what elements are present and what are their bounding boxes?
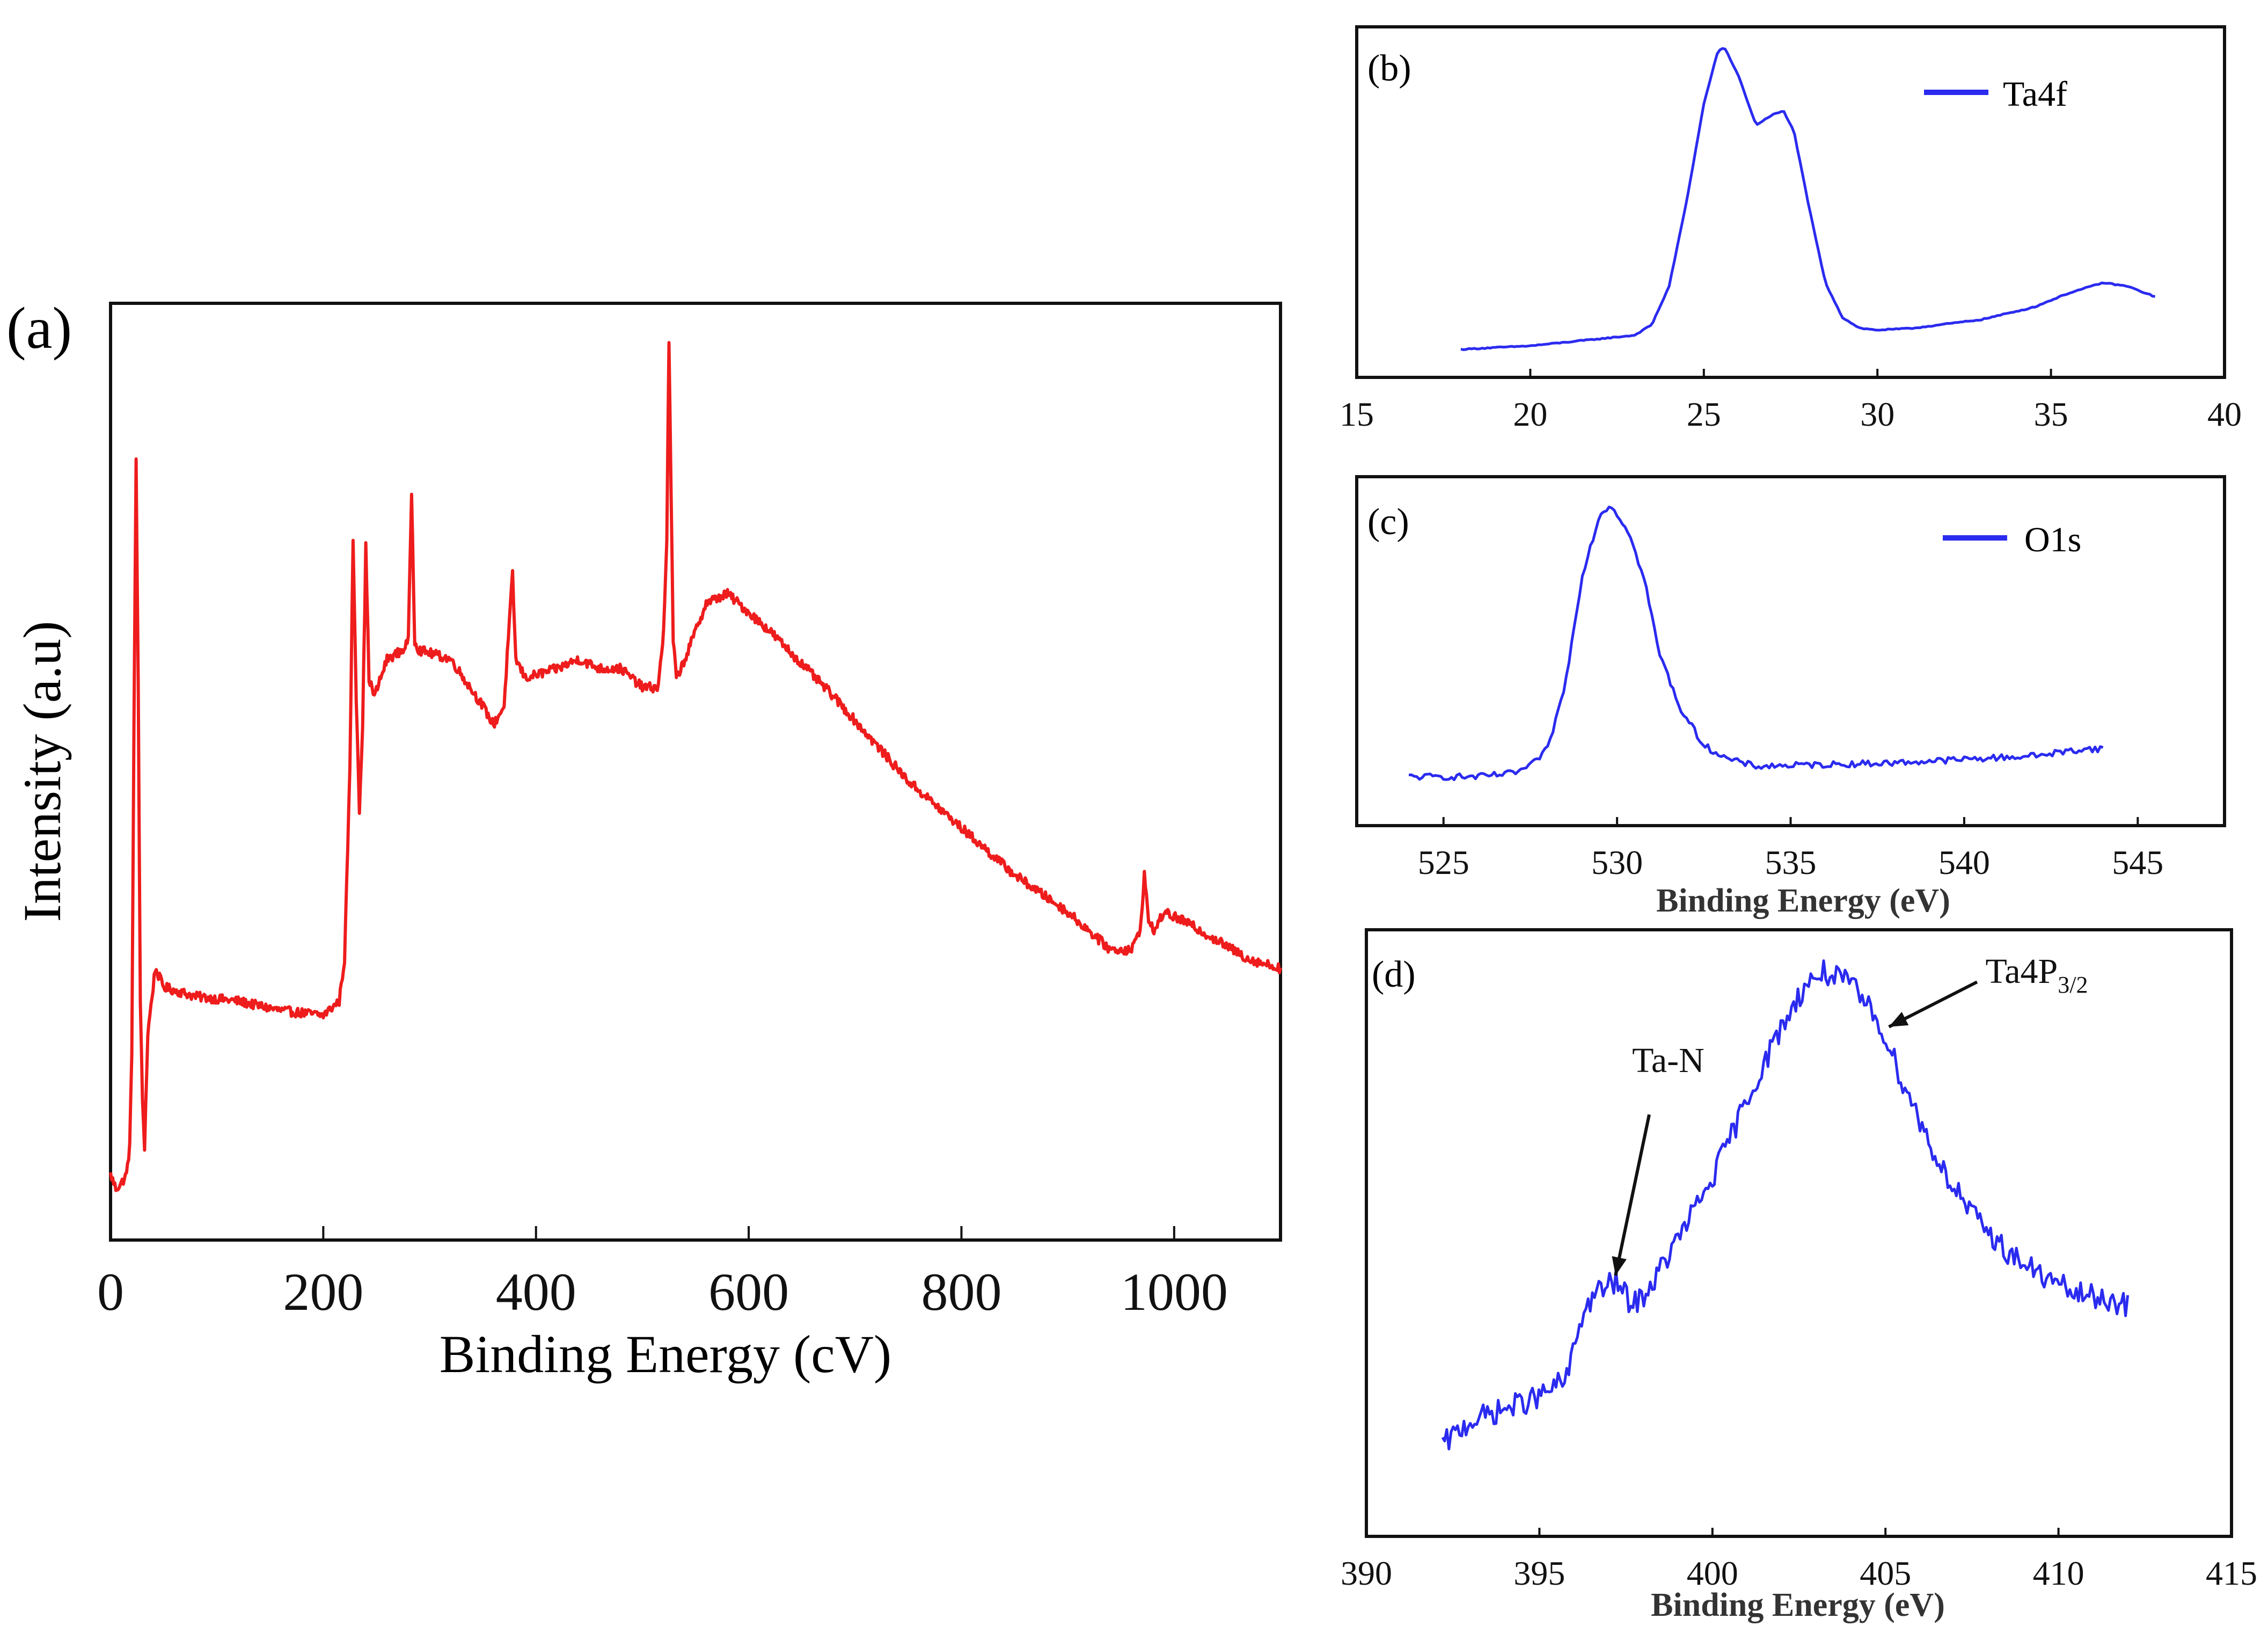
panel-a-x-tick-label: 800: [921, 1262, 1001, 1322]
annotation-arrow-line: [1614, 1114, 1651, 1276]
panel-d-x-tick-label: 395: [1513, 1554, 1565, 1592]
panel-d-ta4p: (d) 390 395 400 405 410 415 Ta-N Ta4P3/2 Bindi…: [1341, 928, 2257, 1623]
panel-b-series-line: [1460, 47, 2155, 351]
panel-d-x-tick-label: 410: [2033, 1554, 2084, 1592]
panel-c-x-ticks: 525 530 535 540 545: [1418, 817, 2163, 881]
panel-a-label: (a): [6, 295, 72, 361]
panel-b-x-tick-label: 40: [2207, 395, 2242, 433]
panel-a-x-tick-label: 400: [496, 1262, 576, 1322]
panel-c-x-tick-label: 530: [1591, 843, 1643, 881]
panel-b-x-tick-label: 20: [1513, 395, 1547, 433]
panel-a-frame: [109, 302, 1282, 1242]
panel-b-x-ticks: 15 20 25 30 35 40: [1340, 369, 2242, 433]
panel-d-x-tick-label: 400: [1687, 1554, 1738, 1592]
panel-b-label: (b): [1367, 48, 1411, 89]
annotation-arrowhead: [1889, 1011, 1909, 1027]
panel-d-frame: [1365, 928, 2233, 1538]
panel-c-series-line: [1408, 505, 2104, 782]
panel-a-x-tick-label: 200: [283, 1262, 363, 1322]
panel-b-ta4f: (b) Ta4f 15 20 25 30 35 40: [1340, 25, 2242, 433]
panel-b-plot-area: [1460, 47, 2155, 351]
panel-a-y-axis-label: Intensity (a.u): [12, 621, 72, 922]
panel-d-x-tick-label: 415: [2206, 1554, 2257, 1592]
panel-d-x-ticks: 390 395 400 405 410 415: [1341, 1528, 2257, 1592]
panel-c-legend-label: O1s: [2024, 520, 2081, 559]
panel-a-x-axis-label: Binding Energy (cV): [440, 1324, 891, 1384]
panel-a-survey: (a) 0 200 400 600 800 1000 Binding Energy (cV…: [6, 295, 1282, 1384]
panel-b-x-tick-label: 15: [1340, 395, 1374, 433]
panel-d-x-tick-label: 405: [1860, 1554, 1911, 1592]
annotation-label: Ta4P3/2: [1986, 952, 2088, 998]
panel-c-x-tick-label: 535: [1765, 843, 1817, 881]
panel-a-x-tick-label: 0: [97, 1262, 124, 1322]
panel-d-annotations: Ta-N Ta4P3/2: [1612, 952, 2088, 1276]
annotation-label: Ta-N: [1632, 1041, 1704, 1080]
panel-b-x-tick-label: 30: [1860, 395, 1894, 433]
panel-b-legend-label: Ta4f: [2003, 75, 2067, 114]
panel-d-plot-area: [1441, 959, 2130, 1450]
panel-d-x-tick-label: 390: [1341, 1554, 1392, 1592]
panel-c-x-axis-label: Binding Energy (eV): [1656, 883, 1950, 919]
panel-b-frame: [1355, 25, 2226, 379]
panel-a-series-line: [109, 341, 1282, 1192]
panel-a-plot-area: [109, 341, 1282, 1192]
panel-c-x-tick-label: 525: [1418, 843, 1469, 881]
panel-c-x-tick-label: 545: [2112, 843, 2163, 881]
panel-c-o1s: (c) O1s 525 530 535 540 545 Binding Energy (…: [1355, 475, 2226, 919]
panel-b-x-tick-label: 25: [1687, 395, 1721, 433]
panel-d-label: (d): [1372, 954, 1416, 995]
panel-b-x-tick-label: 35: [2034, 395, 2068, 433]
annotation-arrowhead: [1612, 1256, 1627, 1276]
panel-a-x-tick-label: 600: [708, 1262, 789, 1322]
panel-c-label: (c): [1367, 501, 1409, 543]
panel-c-plot-area: [1408, 505, 2104, 782]
panel-d-x-axis-label: Binding Energy (eV): [1651, 1587, 1945, 1623]
panel-a-x-ticks: 0 200 400 600 800 1000: [97, 1226, 1228, 1322]
panel-d-series-line: [1441, 959, 2130, 1450]
panel-a-x-tick-label: 1000: [1121, 1262, 1228, 1322]
panel-c-x-tick-label: 540: [1938, 843, 1990, 881]
